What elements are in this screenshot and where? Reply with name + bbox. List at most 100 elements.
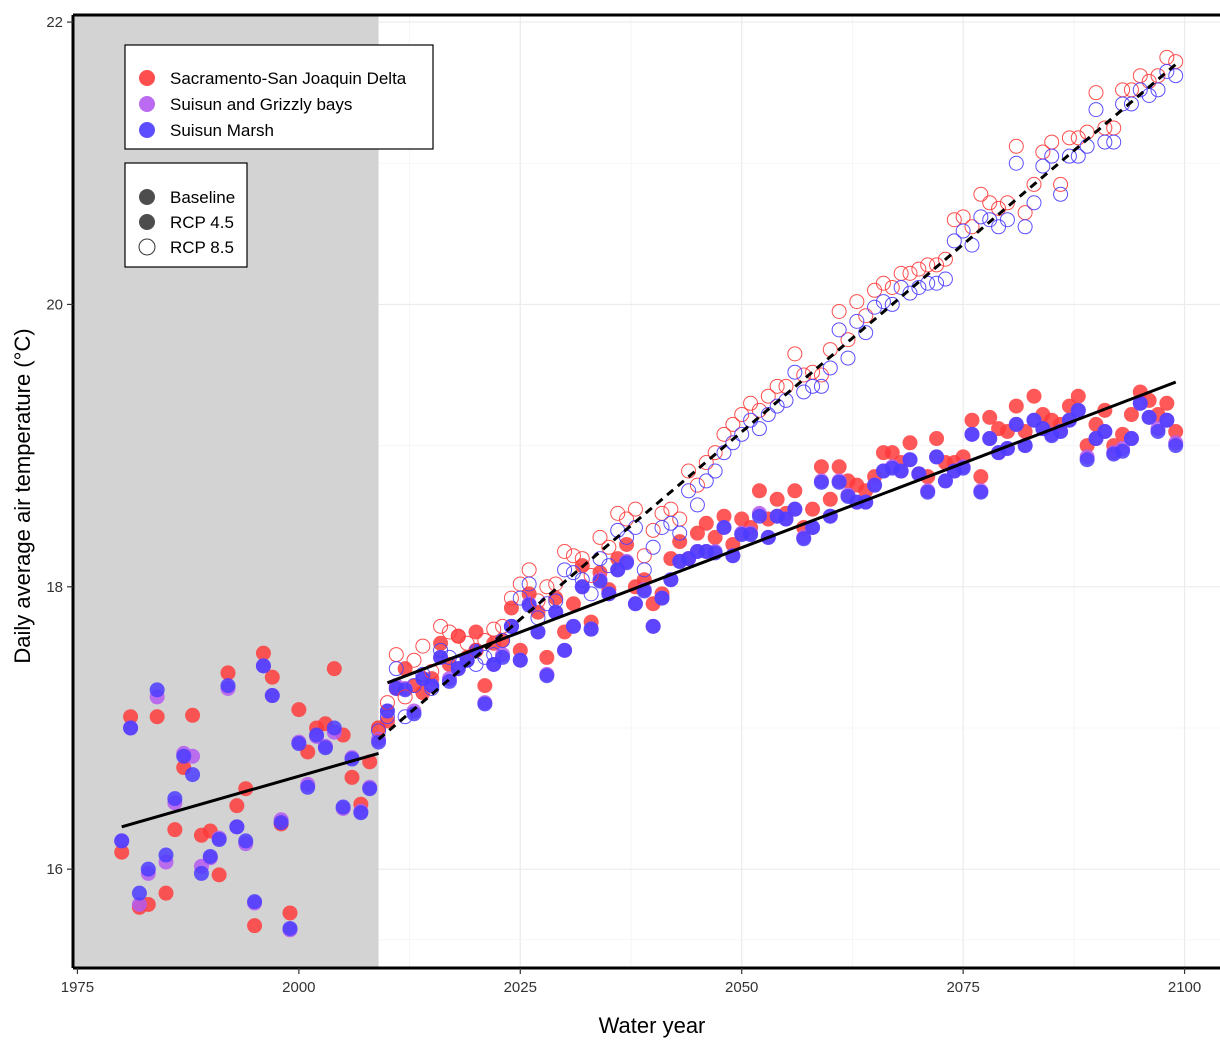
data-point-open <box>574 572 590 588</box>
data-point <box>353 805 369 821</box>
data-point <box>211 867 227 883</box>
legend-region-swatch <box>139 96 155 112</box>
data-point-open <box>415 666 431 682</box>
data-point-open <box>1070 130 1086 146</box>
data-point <box>964 426 980 442</box>
data-point-open <box>1044 148 1060 164</box>
data-point-open <box>734 426 750 442</box>
data-point <box>344 769 360 785</box>
data-point <box>716 508 732 524</box>
data-point <box>796 531 812 547</box>
data-point <box>255 658 271 674</box>
data-point-open <box>946 233 962 249</box>
data-point-open <box>627 501 643 517</box>
legend-region-label: Sacramento-San Joaquin Delta <box>170 69 407 88</box>
data-point-open <box>619 511 635 527</box>
data-point <box>149 709 165 725</box>
data-point <box>884 445 900 461</box>
data-point-open <box>557 544 573 560</box>
data-point-open <box>911 279 927 295</box>
data-point-open <box>672 525 688 541</box>
data-point-open <box>858 325 874 341</box>
data-point <box>1123 431 1139 447</box>
data-point-open <box>424 680 440 696</box>
data-point <box>787 501 803 517</box>
legend-region-swatch <box>139 122 155 138</box>
data-point <box>247 894 263 910</box>
data-point-open <box>831 322 847 338</box>
data-point <box>282 920 298 936</box>
data-point <box>1150 423 1166 439</box>
data-point <box>158 847 174 863</box>
data-point-open <box>1088 102 1104 118</box>
data-point-open <box>548 593 564 609</box>
data-point <box>441 673 457 689</box>
data-point-open <box>583 568 599 584</box>
x-axis-title: Water year <box>599 1013 706 1038</box>
data-point-open <box>1026 195 1042 211</box>
data-point <box>1079 452 1095 468</box>
data-point-open <box>911 261 927 277</box>
legend-scenario-label: Baseline <box>170 188 235 207</box>
data-point-open <box>734 407 750 423</box>
data-point-open <box>831 303 847 319</box>
data-point-open <box>610 505 626 521</box>
baseline-period-shade <box>73 15 379 968</box>
data-point-open <box>840 332 856 348</box>
legend-scenario-label: RCP 4.5 <box>170 213 234 232</box>
data-point-open <box>884 296 900 312</box>
data-point <box>477 678 493 694</box>
data-point <box>778 511 794 527</box>
data-point <box>592 573 608 589</box>
data-point <box>291 736 307 752</box>
data-point-open <box>388 661 404 677</box>
data-point-open <box>849 294 865 310</box>
data-point-open <box>1159 63 1175 79</box>
data-point-open <box>663 515 679 531</box>
data-point <box>698 515 714 531</box>
data-point-open <box>858 308 874 324</box>
data-point-open <box>973 186 989 202</box>
data-point <box>982 431 998 447</box>
data-point <box>1026 388 1042 404</box>
data-point-open <box>1017 219 1033 235</box>
data-point <box>937 473 953 489</box>
data-point <box>477 696 493 712</box>
data-point-open <box>884 279 900 295</box>
data-point-open <box>1026 176 1042 192</box>
y-tick-label: 20 <box>46 296 63 313</box>
data-point-open <box>557 562 573 578</box>
data-point-open <box>645 522 661 538</box>
data-point <box>512 652 528 668</box>
data-point <box>1008 416 1024 432</box>
data-point-open <box>1123 96 1139 112</box>
data-point-open <box>397 689 413 705</box>
data-point-open <box>689 497 705 513</box>
data-point <box>158 885 174 901</box>
data-point-open <box>583 586 599 602</box>
trend-line <box>121 751 379 829</box>
data-point <box>929 449 945 465</box>
data-point-open <box>503 618 519 634</box>
y-axis-title: Daily average air temperature (°C) <box>10 328 35 663</box>
data-point-open <box>397 709 413 725</box>
data-point-open <box>725 416 741 432</box>
data-point-open <box>893 279 909 295</box>
data-point-open <box>477 649 493 665</box>
data-point <box>238 833 254 849</box>
data-point <box>1159 412 1175 428</box>
data-point-open <box>1150 82 1166 98</box>
x-tick-label: 2000 <box>282 979 315 996</box>
x-tick-label: 2050 <box>725 979 758 996</box>
data-point-open <box>805 378 821 394</box>
data-point <box>229 798 245 814</box>
data-point <box>787 483 803 499</box>
data-point <box>654 590 670 606</box>
data-point <box>627 596 643 612</box>
data-point-open <box>707 463 723 479</box>
data-point-open <box>1088 85 1104 101</box>
data-point <box>813 459 829 475</box>
data-point <box>1070 402 1086 418</box>
data-point <box>326 661 342 677</box>
